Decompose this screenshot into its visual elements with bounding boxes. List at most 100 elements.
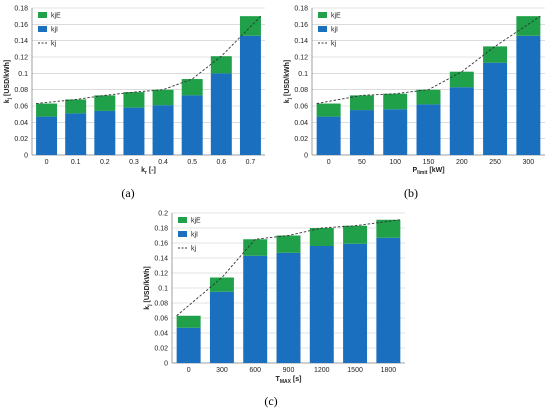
- legend-label-kj: kj: [191, 246, 197, 253]
- bar-kjI: [483, 62, 508, 155]
- x-tick-label: 0.1: [71, 159, 81, 166]
- legend: kjE kjI kj: [178, 217, 201, 253]
- y-tick-label: 0.12: [14, 55, 28, 62]
- bar-kjE: [276, 235, 301, 253]
- y-tick-label: 0.1: [298, 71, 308, 78]
- y-axis-label: kj [USD/kWh]: [144, 266, 153, 309]
- bar-kjE: [176, 315, 201, 328]
- bar-kjI: [309, 246, 334, 363]
- y-tick-label: 0.02: [14, 136, 28, 143]
- x-tick-label: 50: [358, 159, 366, 166]
- x-axis-label: TMAX [s]: [276, 376, 302, 385]
- legend-swatch-kjI: [178, 231, 187, 237]
- legend-label-kjE: kjE: [51, 13, 61, 20]
- bar-kjE: [243, 239, 268, 256]
- x-tick-label: 100: [389, 159, 401, 166]
- bar-kjI: [209, 291, 234, 363]
- x-tick-label: 0.6: [216, 159, 226, 166]
- legend-label-kj: kj: [331, 41, 337, 48]
- y-tick-label: 0.1: [158, 286, 168, 293]
- y-tick-label: 0: [24, 153, 28, 160]
- bar-kjE: [516, 16, 541, 36]
- x-tick-label: 0.4: [158, 159, 168, 166]
- x-tick-label: 150: [423, 159, 435, 166]
- x-tick-label: 0.7: [246, 159, 256, 166]
- y-tick-label: 0.16: [14, 22, 28, 29]
- bar-kjI: [449, 87, 474, 155]
- bar-kjE: [181, 79, 203, 96]
- y-axis-label: kj [USD/kWh]: [4, 60, 13, 103]
- legend: kjE kjI kj: [318, 12, 341, 48]
- y-tick-label: 0.08: [294, 87, 308, 94]
- bar-kjE: [152, 89, 174, 106]
- legend: kjE kjI kj: [38, 12, 61, 48]
- legend-swatch-kjE: [178, 217, 187, 223]
- legend-label-kjE: kjE: [191, 218, 201, 225]
- x-tick-label: 900: [283, 367, 295, 374]
- legend-label-kjI: kjI: [191, 232, 198, 239]
- bar-kjI: [239, 35, 261, 156]
- bar-kjI: [243, 255, 268, 363]
- x-axis-label: Plimit [kW]: [412, 167, 444, 176]
- bar-kjI: [65, 113, 87, 155]
- y-tick-label: 0.16: [154, 241, 168, 248]
- bar-kjE: [343, 225, 368, 244]
- bar-kjE: [383, 93, 408, 110]
- y-tick-label: 0.06: [294, 104, 308, 111]
- panel-label: (a): [121, 186, 134, 200]
- y-tick-label: 0.06: [14, 104, 28, 111]
- x-tick-label: 0.5: [187, 159, 197, 166]
- bar-kjI: [343, 243, 368, 363]
- x-tick-label: 0.3: [129, 159, 139, 166]
- legend-swatch-kjI: [318, 26, 327, 32]
- bar-kjE: [210, 56, 232, 74]
- bar-kjI: [349, 110, 374, 155]
- x-tick-label: 300: [216, 367, 228, 374]
- x-tick-label: 1500: [347, 367, 363, 374]
- y-tick-label: 0.18: [154, 226, 168, 233]
- y-tick-label: 0.2: [158, 211, 168, 218]
- y-tick-label: 0.12: [294, 55, 308, 62]
- bar-kjE: [349, 95, 374, 111]
- legend-label-kjI: kjI: [331, 27, 338, 34]
- bar-kjI: [276, 252, 301, 363]
- bar-kjE: [209, 277, 234, 292]
- bar-kjE: [449, 71, 474, 88]
- legend-swatch-kjI: [38, 26, 47, 32]
- y-tick-label: 0.04: [14, 120, 28, 127]
- bar-kjI: [516, 35, 541, 156]
- legend-label-kj: kj: [51, 41, 57, 48]
- x-tick-label: 1200: [314, 367, 330, 374]
- bar-kjI: [416, 104, 441, 155]
- y-axis-label: kj [USD/kWh]: [284, 60, 293, 103]
- y-tick-label: 0.14: [14, 38, 28, 45]
- line-kj: [176, 219, 401, 317]
- y-tick-label: 0.14: [294, 38, 308, 45]
- x-tick-label: 0: [187, 367, 191, 374]
- legend-label-kjE: kjE: [331, 13, 341, 20]
- y-tick-label: 0.04: [294, 120, 308, 127]
- chart-panel-2: 0 0.02 0.04 0.06 0.08 0.1 0.12 0.14 0.16 0.18 0 50 1…: [284, 6, 545, 200]
- line-kj: [36, 15, 262, 104]
- bar-kjI: [181, 95, 203, 155]
- bar-kjI: [210, 73, 232, 155]
- line-kj: [316, 15, 541, 104]
- bar-kjE: [376, 219, 401, 238]
- y-tick-label: 0.16: [294, 22, 308, 29]
- y-tick-label: 0.14: [154, 256, 168, 263]
- y-tick-label: 0.08: [14, 87, 28, 94]
- bar-kjI: [176, 327, 201, 363]
- y-tick-label: 0.02: [294, 136, 308, 143]
- x-axis-label: kr [-]: [141, 167, 156, 176]
- x-tick-label: 0: [327, 159, 331, 166]
- x-tick-label: 600: [249, 367, 261, 374]
- legend-label-kjI: kjI: [51, 27, 58, 34]
- x-tick-label: 0: [45, 159, 49, 166]
- y-tick-label: 0.12: [154, 271, 168, 278]
- y-tick-label: 0.1: [18, 71, 28, 78]
- x-tick-label: 200: [456, 159, 468, 166]
- bar-kjE: [483, 46, 508, 63]
- y-tick-label: 0.06: [154, 316, 168, 323]
- bar-kjI: [376, 237, 401, 363]
